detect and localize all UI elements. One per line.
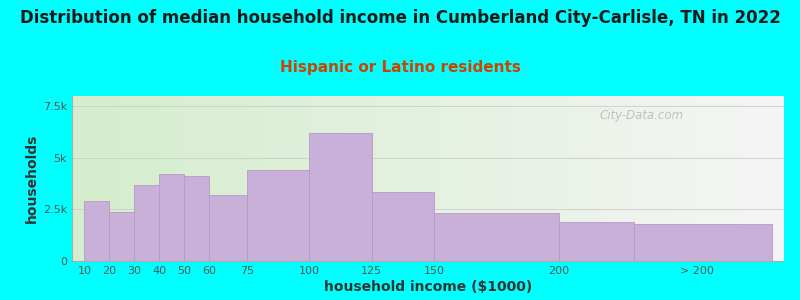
Bar <box>185 176 210 261</box>
Bar <box>110 212 134 261</box>
Bar <box>559 222 634 261</box>
Bar <box>85 201 110 261</box>
Bar <box>434 212 559 261</box>
Y-axis label: households: households <box>25 134 38 223</box>
Bar <box>210 195 247 261</box>
Bar <box>247 170 310 261</box>
Bar <box>134 185 159 261</box>
Text: City-Data.com: City-Data.com <box>599 109 684 122</box>
Bar <box>310 133 372 261</box>
X-axis label: household income ($1000): household income ($1000) <box>324 280 532 294</box>
Bar <box>634 224 771 261</box>
Text: Hispanic or Latino residents: Hispanic or Latino residents <box>279 60 521 75</box>
Bar <box>159 174 185 261</box>
Bar <box>372 192 434 261</box>
Text: Distribution of median household income in Cumberland City-Carlisle, TN in 2022: Distribution of median household income … <box>19 9 781 27</box>
